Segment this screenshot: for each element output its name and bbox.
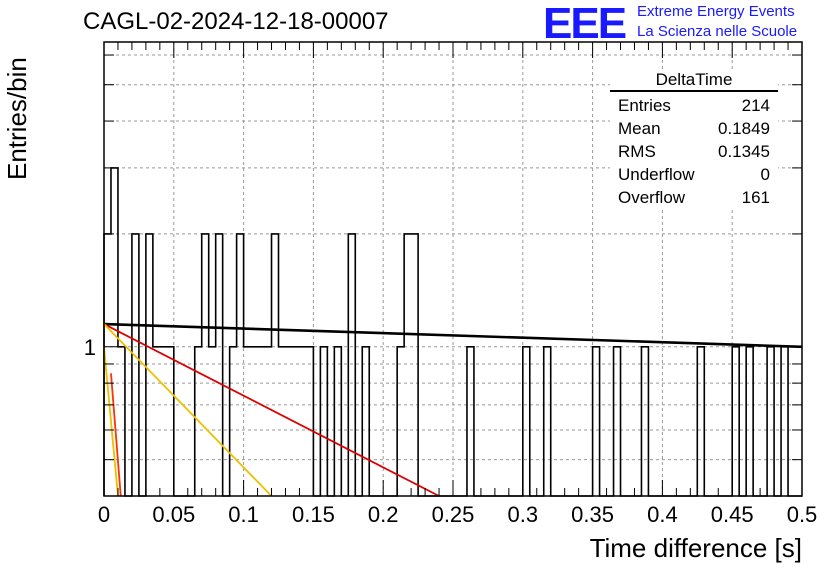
histogram-bin bbox=[132, 234, 139, 496]
histogram-bin bbox=[397, 347, 404, 496]
histogram-bin bbox=[320, 347, 327, 496]
x-tick-label: 0.15 bbox=[292, 502, 335, 527]
histogram-bin bbox=[299, 347, 306, 496]
x-tick-label: 0.25 bbox=[432, 502, 475, 527]
histogram-bin bbox=[348, 234, 355, 496]
histogram-bin bbox=[216, 234, 223, 496]
histogram-bin bbox=[209, 347, 216, 496]
x-tick-label: 0.3 bbox=[508, 502, 539, 527]
stats-value: 0 bbox=[760, 165, 770, 184]
histogram-bin bbox=[781, 347, 788, 496]
stats-value: 214 bbox=[741, 96, 770, 115]
x-tick-label: 0.4 bbox=[647, 502, 678, 527]
x-tick-label: 0.1 bbox=[228, 502, 259, 527]
eee-logo: EEE bbox=[543, 0, 627, 48]
stats-row-rms: RMS 0.1345 bbox=[610, 140, 778, 163]
histogram-bin bbox=[732, 347, 739, 496]
logo-line-2: La Scienza nelle Scuole bbox=[637, 23, 798, 40]
histogram-bin bbox=[285, 347, 292, 496]
histogram-bin bbox=[697, 347, 704, 496]
histogram-bin bbox=[167, 347, 174, 496]
histogram-bin bbox=[614, 347, 621, 496]
histogram-bin bbox=[641, 347, 648, 496]
stats-row-mean: Mean 0.1849 bbox=[610, 117, 778, 140]
histogram-bin bbox=[251, 347, 258, 496]
stats-label: RMS bbox=[618, 142, 656, 161]
histogram-bin bbox=[306, 347, 313, 496]
stats-label: Underflow bbox=[618, 165, 695, 184]
y-axis-label: Entries/bin bbox=[2, 57, 32, 180]
chart-title: CAGL-02-2024-12-18-00007 bbox=[83, 8, 389, 35]
stats-title: DeltaTime bbox=[610, 70, 778, 92]
histogram-bin bbox=[746, 347, 753, 496]
stats-label: Overflow bbox=[618, 188, 686, 207]
fit-curves bbox=[103, 322, 803, 497]
x-tick-label: 0.05 bbox=[152, 502, 195, 527]
x-tick-label: 0.35 bbox=[571, 502, 614, 527]
histogram-bin bbox=[362, 347, 369, 496]
stats-value: 0.1849 bbox=[718, 119, 770, 138]
stats-row-underflow: Underflow 0 bbox=[610, 163, 778, 186]
histogram-bin bbox=[153, 347, 160, 496]
histogram-bin bbox=[265, 347, 272, 496]
histogram-bin bbox=[404, 234, 411, 496]
fit-line bbox=[103, 323, 440, 497]
x-axis-label: Time difference [s] bbox=[589, 533, 802, 563]
fit-line bbox=[103, 323, 273, 497]
y-tick-label: 1 bbox=[84, 335, 96, 360]
x-tick-label: 0.45 bbox=[711, 502, 754, 527]
histogram-bin bbox=[467, 347, 474, 496]
stats-box: DeltaTime Entries 214 Mean 0.1849 RMS 0.… bbox=[610, 70, 778, 209]
histogram-bin bbox=[202, 234, 209, 496]
stats-label: Entries bbox=[618, 96, 671, 115]
stats-row-overflow: Overflow 161 bbox=[610, 186, 778, 209]
histogram-bin bbox=[544, 347, 551, 496]
histogram-bin bbox=[237, 234, 244, 496]
fit-line bbox=[103, 346, 119, 497]
histogram-bin bbox=[593, 347, 600, 496]
logo-line-1: Extreme Energy Events bbox=[637, 3, 795, 20]
histogram-bin bbox=[258, 347, 265, 496]
histogram-bin bbox=[411, 234, 418, 496]
histogram-bin bbox=[230, 347, 237, 496]
stats-label: Mean bbox=[618, 119, 661, 138]
axes: 0 0.05 0.1 0.15 0.2 0.25 0.3 0.35 0.4 0.45 0.5 1 bbox=[84, 41, 818, 527]
histogram-bin bbox=[279, 347, 286, 496]
histogram-bin bbox=[272, 234, 279, 496]
histogram-bin bbox=[523, 347, 530, 496]
histogram-bin bbox=[767, 347, 774, 496]
fit-line bbox=[110, 373, 122, 497]
stats-value: 161 bbox=[741, 188, 770, 207]
logo-text: Extreme Energy Events La Scienza nelle S… bbox=[637, 2, 797, 42]
fit-line bbox=[103, 322, 803, 349]
histogram-bin bbox=[334, 347, 341, 496]
stats-value: 0.1345 bbox=[718, 142, 770, 161]
x-tick-label: 0 bbox=[98, 502, 110, 527]
x-tick-label: 0.5 bbox=[787, 502, 818, 527]
histogram-bin bbox=[160, 347, 167, 496]
histogram-bin bbox=[146, 234, 153, 496]
x-tick-label: 0.2 bbox=[368, 502, 399, 527]
stats-row-entries: Entries 214 bbox=[610, 94, 778, 117]
